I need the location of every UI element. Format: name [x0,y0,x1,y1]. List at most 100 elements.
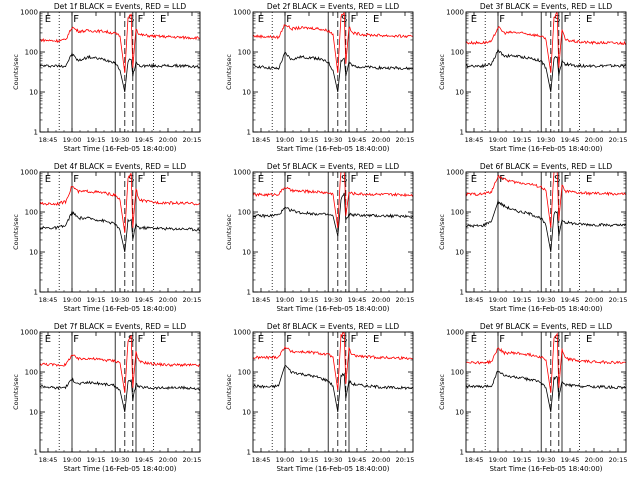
x-tick-label: 19:15 [513,136,532,144]
region-label: F [73,14,79,25]
plot-frame [252,11,414,133]
y-axis-label: Counts/sec [12,214,20,250]
x-tick-label: 19:30 [111,136,130,144]
y-tick-label: 1 [460,289,464,297]
panel-det-3: Det 3f BLACK = Events, RED = LLD 1 10 100 10… [438,2,627,153]
region-label: E [586,174,592,185]
x-tick-label: 19:45 [348,136,367,144]
x-tick-label: 20:00 [159,456,178,464]
y-tick-label: 10 [29,249,38,257]
x-tick-label: 19:00 [276,136,295,144]
region-label: F [564,334,570,345]
region-label: F [351,174,357,185]
y-tick-label: 1000 [20,9,38,17]
region-label: F [138,174,144,185]
series-line-events [253,365,413,413]
region-label: E [586,14,592,25]
panel-title: Det 4f BLACK = Events, RED = LLD [54,162,187,171]
series-line-events [253,192,413,237]
y-tick-label: 100 [451,369,464,377]
x-axis-label: Start Time (16-Feb-05 18:40:00) [276,305,389,313]
y-tick-label: 1 [460,129,464,137]
x-tick-label: 20:15 [183,456,202,464]
x-tick-label: 19:30 [537,296,556,304]
y-axis-label: Counts/sec [438,54,446,90]
x-tick-label: 20:15 [396,136,415,144]
y-tick-label: 1000 [20,329,38,337]
region-label: F [138,14,144,25]
series-line-events [466,48,626,93]
x-tick-label: 20:15 [609,136,628,144]
region-label: F [564,14,570,25]
x-tick-label: 20:15 [183,296,202,304]
x-tick-label: 19:15 [300,456,319,464]
x-tick-label: 19:15 [87,456,106,464]
x-tick-label: 20:15 [396,296,415,304]
region-label: F [499,334,505,345]
x-axis-label: Start Time (16-Feb-05 18:40:00) [489,145,602,153]
plot-frame [39,171,201,293]
y-tick-label: 1000 [233,329,251,337]
y-tick-label: 10 [29,89,38,97]
panel-title: Det 9f BLACK = Events, RED = LLD [480,322,613,331]
plot-frame [465,11,627,133]
region-label: F [499,14,505,25]
panel-title: Det 6f BLACK = Events, RED = LLD [480,162,613,171]
region-label: E [373,14,379,25]
x-tick-label: 19:15 [87,136,106,144]
x-tick-label: 19:15 [513,296,532,304]
region-label: E [373,174,379,185]
y-tick-label: 100 [25,49,38,57]
y-tick-label: 1 [247,449,251,457]
y-tick-label: 10 [455,249,464,257]
x-tick-label: 19:45 [348,456,367,464]
plot-frame [465,171,627,293]
x-tick-label: 19:00 [63,136,82,144]
region-label: F [286,334,292,345]
y-tick-label: 10 [242,89,251,97]
panel-det-6: Det 6f BLACK = Events, RED = LLD 1 10 100 10… [438,162,627,313]
region-label: E [258,14,264,25]
y-tick-label: 1000 [233,169,251,177]
x-tick-label: 19:00 [63,296,82,304]
y-tick-label: 100 [451,49,464,57]
y-axis-label: Counts/sec [225,374,233,410]
y-tick-label: 1 [247,129,251,137]
region-label: F [351,14,357,25]
series-line-events [466,199,626,253]
x-tick-label: 20:00 [585,296,604,304]
y-tick-label: 10 [242,249,251,257]
region-label: S [341,174,347,185]
x-tick-label: 19:45 [135,136,154,144]
region-label: E [160,14,166,25]
region-label: F [564,174,570,185]
region-label: F [138,334,144,345]
y-tick-label: 100 [25,209,38,217]
y-axis-label: Counts/sec [225,214,233,250]
series-line-lld [40,13,200,73]
panel-det-7: Det 7f BLACK = Events, RED = LLD 1 10 100 10… [12,322,201,473]
region-label: E [258,174,264,185]
series-line-events [40,377,200,413]
x-tick-label: 19:15 [300,136,319,144]
y-axis-label: Counts/sec [12,374,20,410]
y-axis-label: Counts/sec [438,214,446,250]
x-tick-label: 19:15 [300,296,319,304]
x-axis-label: Start Time (16-Feb-05 18:40:00) [63,145,176,153]
y-tick-label: 1000 [233,9,251,17]
x-tick-label: 20:00 [585,456,604,464]
series-line-lld [253,172,413,228]
series-line-lld [466,12,626,73]
x-axis-label: Start Time (16-Feb-05 18:40:00) [276,145,389,153]
y-tick-label: 1 [34,129,38,137]
y-tick-label: 100 [238,49,251,57]
x-tick-label: 18:45 [465,456,484,464]
region-label: E [160,334,166,345]
x-axis-label: Start Time (16-Feb-05 18:40:00) [63,465,176,473]
y-tick-label: 1000 [20,169,38,177]
panel-det-5: Det 5f BLACK = Events, RED = LLD 1 10 100 10… [225,162,414,313]
x-tick-label: 20:00 [372,296,391,304]
y-tick-label: 10 [455,409,464,417]
x-tick-label: 19:30 [537,136,556,144]
x-tick-label: 19:00 [276,296,295,304]
